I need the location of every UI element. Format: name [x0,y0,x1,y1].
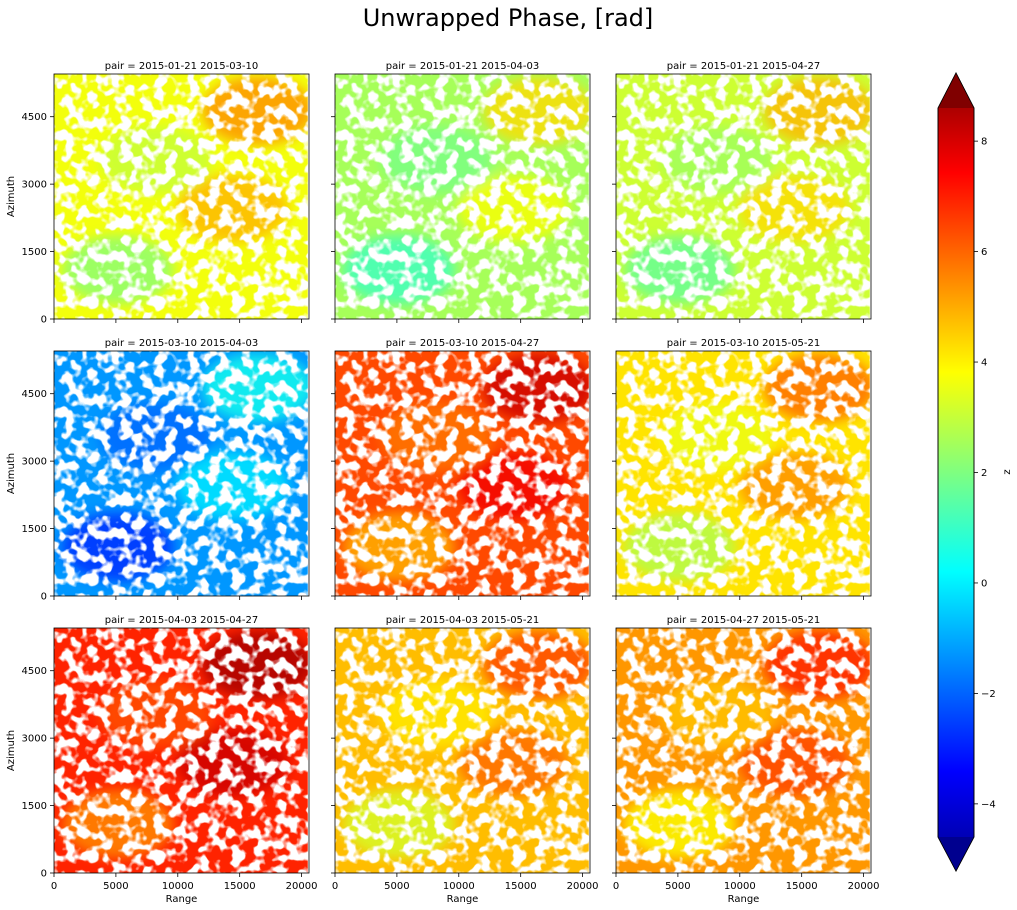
axes-frame [615,73,872,320]
nodata-mask [616,351,871,596]
panel-title: pair = 2015-01-21 2015-04-27 [667,61,821,72]
y-tick-label: 3000 [22,180,47,191]
x-tick-label: 10000 [162,881,194,892]
x-tick-label: 5000 [384,881,409,892]
y-tick-label: 1500 [22,801,47,812]
chart-title: Unwrapped Phase, [rad] [363,4,654,32]
x-tick-label: 5000 [665,881,690,892]
panel-5-heatmap [335,351,590,596]
panel-2: pair = 2015-01-21 2015-04-03 [331,61,591,323]
panel-title: pair = 2015-03-10 2015-04-27 [386,338,540,349]
y-tick-label: 1500 [22,247,47,258]
panel-6: pair = 2015-03-10 2015-05-21 [612,338,872,600]
nodata-mask [335,351,590,596]
y-axis-label: Azimuth [6,730,17,771]
x-tick-label: 10000 [443,881,475,892]
panel-5: pair = 2015-03-10 2015-04-27 [331,338,591,600]
y-tick-label: 4500 [22,112,47,123]
colorbar-tick-label: −2 [981,689,996,700]
x-tick-label: 20000 [848,881,880,892]
nodata-mask [616,74,871,319]
colorbar-bar [937,72,975,872]
y-axis-label: Azimuth [6,176,17,217]
panel-4-heatmap [54,351,309,596]
colorbar: −4 −2 0 2 4 6 8 z [937,72,1013,872]
x-axis-label: Range [447,894,479,905]
x-tick-label: 0 [51,881,57,892]
colorbar-tick-label: −4 [981,799,996,810]
axes-frame [53,350,310,597]
panel-title: pair = 2015-01-21 2015-04-03 [386,61,540,72]
y-tick-label: 3000 [22,734,47,745]
x-tick-label: 15000 [505,881,537,892]
x-axis-label: Range [166,894,198,905]
colorbar-tick-label: 6 [981,247,987,258]
nodata-mask [54,628,309,873]
colorbar-top-extend [938,73,974,108]
panel-8: pair = 2015-04-03 2015-05-21 0 5000 10000 15… [331,615,598,905]
axes-frame [615,627,872,874]
y-tick-label: 0 [41,869,47,880]
panel-3: pair = 2015-01-21 2015-04-27 [612,61,872,323]
colorbar-bottom-extend [938,837,974,871]
nodata-mask [335,628,590,873]
panel-title: pair = 2015-04-27 2015-05-21 [667,615,821,626]
panel-7-heatmap [54,628,309,873]
panel-3-heatmap [616,74,871,319]
panel-title: pair = 2015-04-03 2015-04-27 [105,615,259,626]
axes-frame [334,627,591,874]
panel-9: pair = 2015-04-27 2015-05-21 0 5000 10000 15… [612,615,879,905]
x-tick-label: 20000 [286,881,318,892]
colorbar-label: z [1002,469,1013,474]
x-tick-label: 0 [332,881,338,892]
x-tick-label: 0 [613,881,619,892]
nodata-mask [54,74,309,319]
colorbar-tick-label: 4 [981,358,987,369]
y-axis-label: Azimuth [6,453,17,494]
colorbar-tick-label: 2 [981,468,987,479]
panel-8-heatmap [335,628,590,873]
x-tick-label: 15000 [786,881,818,892]
panel-2-heatmap [335,74,590,319]
y-tick-label: 0 [41,592,47,603]
x-tick-label: 10000 [724,881,756,892]
colorbar-tick-label: 0 [981,578,987,589]
panel-6-heatmap [616,351,871,596]
nodata-mask [335,74,590,319]
panel-title: pair = 2015-04-03 2015-05-21 [386,615,540,626]
panel-title: pair = 2015-01-21 2015-03-10 [105,61,259,72]
axes-frame [334,350,591,597]
panel-1: pair = 2015-01-21 2015-03-10 0 1500 3000 450… [6,61,310,326]
y-tick-label: 3000 [22,457,47,468]
nodata-mask [616,628,871,873]
x-axis-label: Range [728,894,760,905]
panel-title: pair = 2015-03-10 2015-04-03 [105,338,259,349]
colorbar-tick-label: 8 [981,137,987,148]
axes-frame [615,350,872,597]
axes-frame [53,73,310,320]
y-tick-label: 4500 [22,666,47,677]
panel-7: pair = 2015-04-03 2015-04-27 0 1500 3000 450… [6,615,317,905]
panels-group: pair = 2015-01-21 2015-03-10 0 1500 3000 450… [6,61,879,905]
x-tick-label: 20000 [567,881,599,892]
x-tick-label: 15000 [224,881,256,892]
panel-4: pair = 2015-03-10 2015-04-03 0 1500 3000 450… [6,338,310,603]
x-tick-label: 5000 [103,881,128,892]
panel-1-heatmap [54,74,309,319]
y-tick-label: 1500 [22,524,47,535]
panel-title: pair = 2015-03-10 2015-05-21 [667,338,821,349]
panel-9-heatmap [616,628,871,873]
axes-frame [334,73,591,320]
y-tick-label: 0 [41,315,47,326]
y-tick-label: 4500 [22,389,47,400]
axes-frame [53,627,310,874]
nodata-mask [54,351,309,596]
